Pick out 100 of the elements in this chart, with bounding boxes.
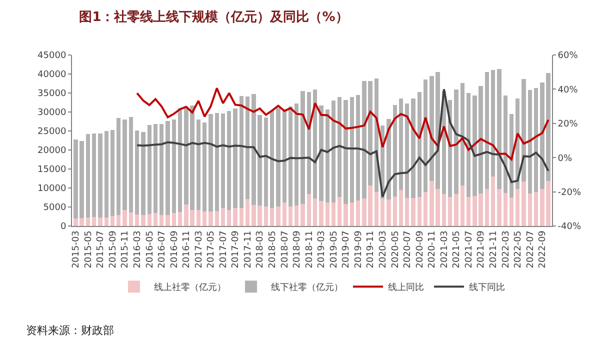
x-tick-label: 2016-03 <box>132 230 143 268</box>
bar <box>264 118 268 207</box>
y-tick-label: 10000 <box>38 184 66 194</box>
bar <box>153 124 158 214</box>
bar <box>110 216 115 226</box>
bar <box>497 189 502 226</box>
bar <box>178 212 182 226</box>
bar <box>460 83 464 186</box>
x-tick-label: 2016-09 <box>170 230 180 268</box>
bar <box>484 72 490 190</box>
bar <box>484 189 490 226</box>
bar <box>522 182 526 226</box>
bar <box>534 192 538 226</box>
x-tick-label: 2017-03 <box>194 230 204 268</box>
x-tick-label: 2020-03 <box>378 230 389 268</box>
x-tick-label: 2021-09 <box>476 230 487 268</box>
bar <box>338 197 342 226</box>
bar <box>202 122 207 212</box>
x-tick-label: 2019-09 <box>354 230 364 268</box>
bar <box>208 212 213 226</box>
bar <box>128 116 134 213</box>
x-tick-label: 2021-03 <box>440 230 450 268</box>
x-tick-label: 2017-09 <box>231 230 242 268</box>
x-tick-label: 2017-05 <box>206 230 217 268</box>
y2-tick-label: 60% <box>558 51 578 62</box>
x-tick-label: 2022-07 <box>526 230 536 268</box>
bar <box>92 216 96 226</box>
bar <box>374 192 379 226</box>
bar <box>319 106 324 201</box>
bar <box>516 189 520 226</box>
bar <box>442 194 446 226</box>
bar <box>534 88 538 192</box>
bar <box>490 70 496 177</box>
bar <box>239 208 244 226</box>
bar <box>147 124 152 214</box>
bar <box>392 196 397 226</box>
bar <box>172 213 176 226</box>
bar <box>160 124 164 215</box>
bar <box>276 206 280 226</box>
x-tick-label: 2019-05 <box>329 230 340 268</box>
bar <box>423 192 428 226</box>
bar <box>166 214 170 226</box>
bar <box>509 198 514 226</box>
line-series <box>136 88 550 198</box>
x-tick-label: 2018-05 <box>268 230 278 268</box>
bar <box>405 104 410 198</box>
bar <box>294 205 299 226</box>
bar <box>128 212 134 226</box>
bar <box>398 98 404 190</box>
bar <box>160 214 164 226</box>
x-tick-label: 2019-07 <box>342 230 352 268</box>
bar <box>122 120 127 210</box>
y-tick-label: 30000 <box>38 108 66 118</box>
y-tick-label: 45000 <box>38 51 66 62</box>
bar <box>350 97 354 202</box>
bar <box>220 114 226 208</box>
bar <box>356 94 360 201</box>
bar <box>92 134 96 217</box>
x-tick-label: 2020-05 <box>390 230 401 268</box>
x-tick-label: 2021-07 <box>464 230 474 268</box>
bar <box>325 110 330 202</box>
bar <box>319 200 324 226</box>
bar <box>104 217 108 226</box>
bar <box>306 194 312 226</box>
bar <box>497 69 502 190</box>
bar <box>380 198 385 226</box>
x-tick-label: 2022-09 <box>538 230 548 268</box>
bar <box>282 202 286 226</box>
bar <box>104 131 108 218</box>
y-tick-label: 15000 <box>38 165 66 176</box>
bar <box>325 202 330 226</box>
bar <box>220 208 226 226</box>
bar <box>214 112 219 211</box>
x-tick-label: 2017-07 <box>218 230 229 268</box>
bar <box>312 198 318 226</box>
x-tick-label: 2020-09 <box>415 230 426 268</box>
y2-tick-label: -20% <box>558 188 582 198</box>
legend-label: 线上社零（亿元） <box>154 282 226 294</box>
bar <box>454 194 458 226</box>
bar <box>116 214 121 226</box>
x-tick-label: 2020-11 <box>428 230 438 268</box>
bar <box>116 118 121 215</box>
x-tick-label: 2015-03 <box>72 230 82 268</box>
x-tick-label: 2015-05 <box>84 230 94 268</box>
y-tick-label: 0 <box>60 222 66 232</box>
bar <box>411 198 416 226</box>
bar <box>227 210 232 226</box>
bar <box>282 109 286 202</box>
bar <box>344 204 348 226</box>
bar <box>264 206 268 226</box>
bar <box>147 214 152 226</box>
bar <box>233 208 238 226</box>
x-tick-label: 2018-11 <box>304 230 315 268</box>
x-tick-label: 2019-11 <box>366 230 376 268</box>
y2-tick-label: 40% <box>558 85 578 96</box>
x-tick-label: 2019-03 <box>317 230 328 268</box>
x-tick-label: 2015-09 <box>108 230 118 268</box>
bar <box>227 110 232 210</box>
bar <box>86 134 90 218</box>
bar <box>86 217 90 226</box>
